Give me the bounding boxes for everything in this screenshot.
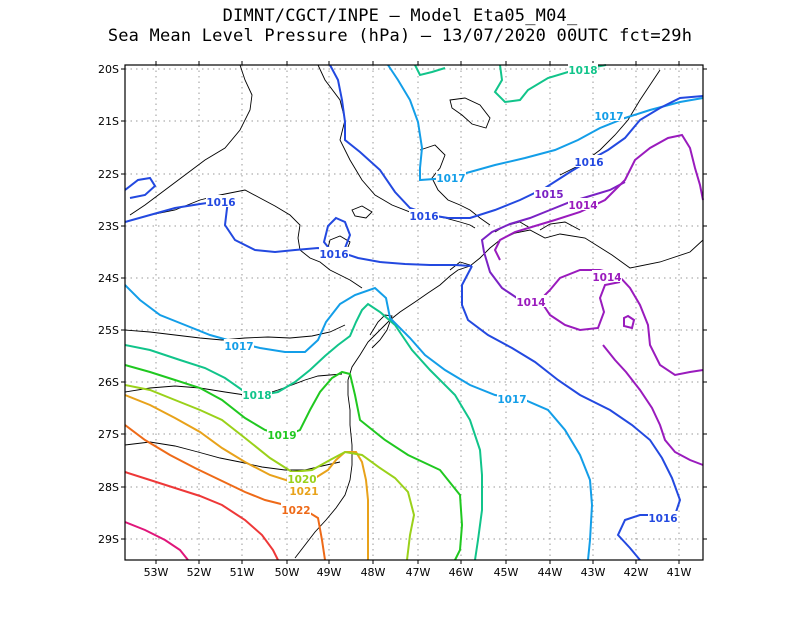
y-tick-label: 28S	[98, 481, 119, 494]
y-axis: 20S 21S 22S 23S 24S 25S 26S 27S 28S 29S	[98, 63, 707, 546]
y-tick-label: 20S	[98, 63, 119, 76]
isobar-label-bg	[436, 171, 466, 183]
isobar-label-bg	[594, 109, 624, 121]
state-border-rs	[124, 441, 341, 471]
isobar-1017-north	[387, 64, 704, 182]
x-tick-label: 41W	[667, 566, 692, 579]
isobar-1021	[124, 394, 369, 560]
y-tick-label: 24S	[98, 272, 119, 285]
isobar-label-bg	[319, 247, 349, 259]
isobar-label: 1016	[206, 197, 235, 209]
isobar-label-bg	[409, 209, 439, 221]
coastline-and-borders	[124, 64, 704, 559]
y-tick-label: 21S	[98, 115, 119, 128]
x-tick-label: 47W	[406, 566, 431, 579]
isobar-label: 1018	[568, 65, 597, 77]
state-border-north	[124, 189, 363, 289]
isobar-label: 1016	[409, 211, 438, 223]
isobar-label-bg	[497, 392, 527, 404]
isobar-1020	[124, 384, 416, 561]
isobars	[124, 64, 704, 561]
isobar-1022	[124, 424, 326, 561]
x-tick-label: 53W	[144, 566, 169, 579]
isobar-label-bg	[267, 428, 297, 440]
coastline-bay	[369, 314, 393, 349]
x-tick-label: 52W	[187, 566, 212, 579]
y-tick-label: 23S	[98, 220, 119, 233]
y-tick-label: 29S	[98, 533, 119, 546]
state-border-rj	[419, 144, 491, 226]
map-title-line2: Sea Mean Level Pressure (hPa) – 13/07/20…	[107, 26, 693, 46]
isobar-label: 1016	[648, 513, 677, 525]
x-tick-label: 49W	[317, 566, 342, 579]
isobar-label-bg	[287, 472, 317, 484]
isobar-label-bg	[516, 295, 546, 307]
x-tick-label: 43W	[581, 566, 606, 579]
isobar-label: 1015	[534, 189, 563, 201]
state-border-mg	[317, 64, 476, 229]
y-tick-label: 22S	[98, 168, 119, 181]
isobar-label: 1021	[289, 486, 318, 498]
isobar-1016-small	[322, 216, 352, 254]
isobar-1016	[124, 176, 473, 267]
map-title-line1: DIMNT/CGCT/INPE – Model Eta05_M04_	[222, 6, 578, 26]
x-tick-label: 48W	[361, 566, 386, 579]
x-axis: 53W 52W 51W 50W 49W 48W 47W 46W 45W 44W 43W 42W 41W	[144, 61, 692, 579]
isobar-label: 1016	[574, 157, 603, 169]
isobar-label: 1022	[281, 505, 310, 517]
state-border-pr	[124, 324, 346, 341]
y-tick-label: 26S	[98, 376, 119, 389]
isobar-label-bg	[289, 484, 319, 496]
isobar-label-bg	[592, 270, 622, 282]
isobar-label-bg	[206, 195, 236, 207]
isobar-label: 1017	[594, 111, 623, 123]
isobar-1024	[124, 521, 189, 561]
isobar-label: 1014	[592, 272, 621, 284]
isobar-label: 1016	[319, 249, 348, 261]
plot-frame	[124, 64, 704, 561]
isobar-label-bg	[648, 511, 678, 523]
isobar-label: 1014	[568, 200, 597, 212]
x-tick-label: 46W	[449, 566, 474, 579]
isobar-label: 1018	[242, 390, 271, 402]
isobar-1017	[124, 284, 594, 561]
isobar-label: 1014	[516, 297, 545, 309]
isobar-1014	[493, 133, 704, 466]
x-tick-label: 51W	[230, 566, 255, 579]
map-gridlines	[125, 65, 703, 560]
isobar-label-bg	[224, 339, 254, 351]
isobar-label-bg	[574, 155, 604, 167]
isobar-label: 1020	[287, 474, 316, 486]
y-tick-label: 27S	[98, 428, 119, 441]
isobar-1023	[124, 471, 279, 561]
isobar-1019	[124, 364, 464, 561]
isobar-label: 1019	[267, 430, 296, 442]
isobar-label: 1017	[436, 173, 465, 185]
x-tick-label: 50W	[275, 566, 300, 579]
y-tick-label: 25S	[98, 324, 119, 337]
isobar-label-bg	[281, 503, 311, 515]
isobar-label-bg	[534, 187, 564, 199]
isobar-1016-ring	[329, 64, 704, 219]
isobar-labels: 1018 1017 1016 1017 1015 1014 1016 1016 1016 1014…	[206, 63, 678, 525]
x-tick-label: 45W	[494, 566, 519, 579]
isobar-label: 1017	[497, 394, 526, 406]
coastline-islands	[449, 221, 581, 271]
x-tick-label: 44W	[538, 566, 563, 579]
isobar-label-bg	[568, 63, 598, 75]
isobar-label: 1017	[224, 341, 253, 353]
state-border-west	[129, 64, 253, 216]
isobar-label-bg	[242, 388, 272, 400]
coastline	[294, 229, 704, 559]
x-tick-label: 42W	[624, 566, 649, 579]
isobar-label-bg	[568, 198, 598, 210]
isobar-1018	[124, 302, 483, 561]
isobar-1016-east	[461, 265, 682, 561]
